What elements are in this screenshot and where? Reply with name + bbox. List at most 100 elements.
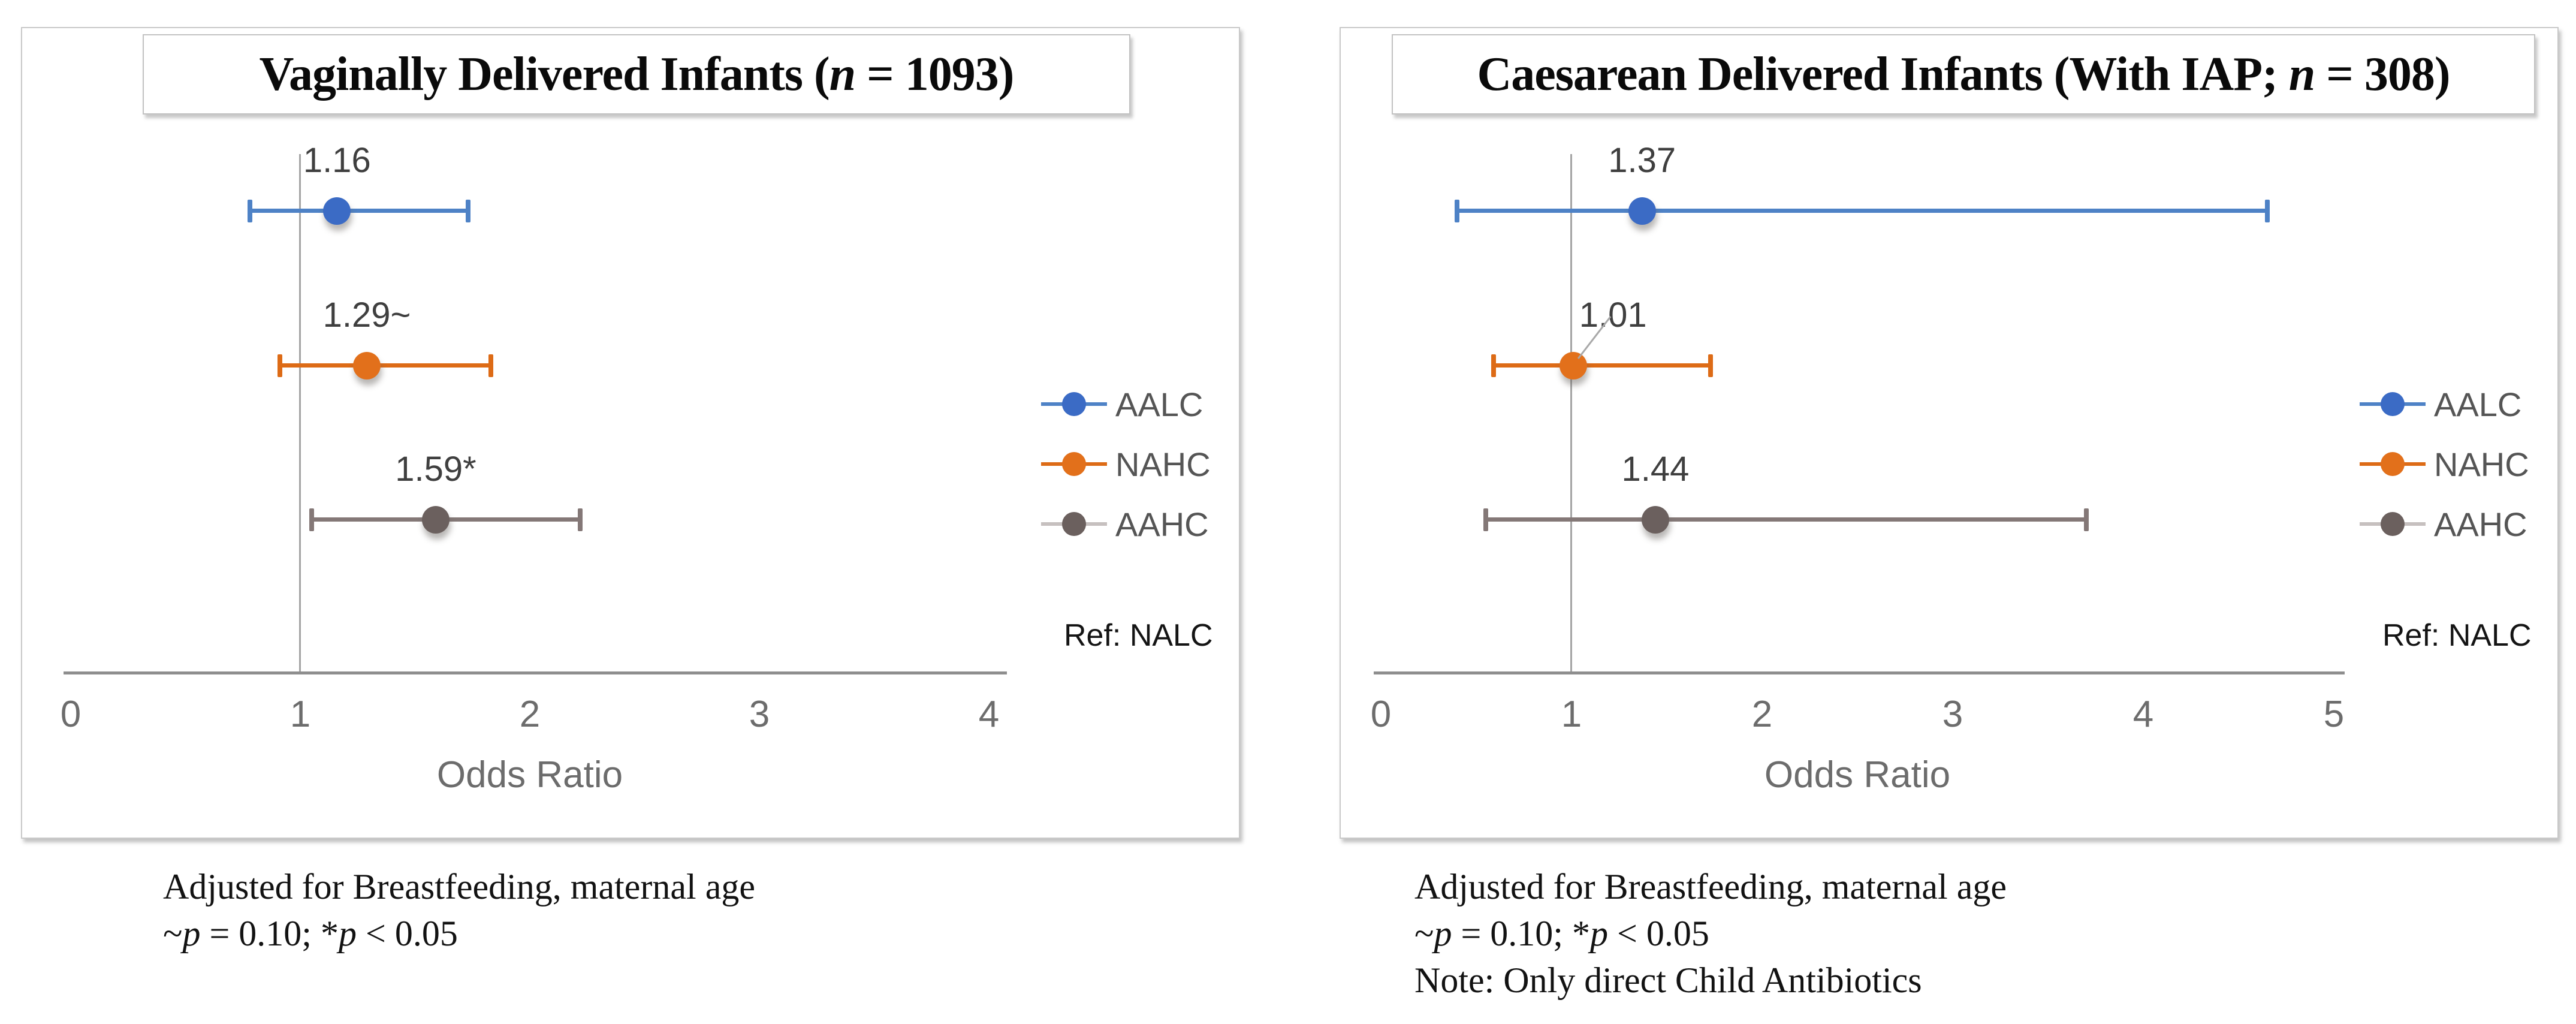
legend: AALC NAHC AAHC: [2360, 383, 2557, 563]
legend-item-NAHC: NAHC: [1041, 443, 1239, 485]
legend-label: AALC: [1115, 385, 1203, 423]
ci-cap-high-NAHC: [1708, 354, 1714, 377]
legend-dot-swatch: [1062, 452, 1086, 476]
ci-cap-high-NAHC: [488, 354, 493, 377]
legend-dot-swatch: [2381, 512, 2405, 536]
data-point-label-AAHC: 1.59*: [395, 450, 476, 489]
text-segment: ~: [163, 914, 183, 953]
legend-dot-swatch: [2381, 452, 2405, 476]
data-point-marker-AAHC: [421, 506, 450, 534]
footnote-caesarean: Adjusted for Breastfeeding, maternal age…: [1414, 863, 2007, 1004]
data-point-marker-AALC: [323, 197, 351, 225]
text-segment: Vaginally Delivered Infants (: [259, 47, 830, 101]
ci-cap-high-AAHC: [2083, 508, 2089, 531]
ci-cap-high-AAHC: [578, 508, 583, 531]
legend-item-AAHC: AAHC: [1041, 503, 1239, 545]
footnote-line: ~p = 0.10; *p < 0.05: [1414, 910, 2007, 957]
x-tick-label: 4: [978, 694, 1000, 735]
x-tick-label: 0: [60, 694, 82, 735]
reference-note: Ref: NALC: [2382, 618, 2532, 653]
legend-item-NAHC: NAHC: [2360, 443, 2557, 485]
ci-cap-low-AALC: [1455, 200, 1460, 222]
legend-marker-icon: [1041, 383, 1107, 425]
ci-error-bar-NAHC: [279, 363, 491, 368]
legend-item-AALC: AALC: [2360, 383, 2557, 425]
ci-error-bar-NAHC: [1493, 363, 1711, 368]
legend-label: AAHC: [1115, 505, 1209, 543]
footnote-vaginal: Adjusted for Breastfeeding, maternal age…: [163, 863, 755, 957]
reference-note: Ref: NALC: [1064, 618, 1213, 653]
data-point-marker-NAHC: [353, 352, 381, 380]
ci-error-bar-AAHC: [1485, 517, 2086, 522]
legend-marker-icon: [1041, 503, 1107, 545]
text-segment: Caesarean Delivered Infants (With IAP;: [1477, 47, 2289, 101]
chart-title: Vaginally Delivered Infants (n = 1093): [259, 47, 1015, 102]
legend-item-AALC: AALC: [1041, 383, 1239, 425]
italic-text-segment: p: [1589, 914, 1608, 953]
ci-cap-low-AAHC: [309, 508, 315, 531]
data-point-label-NAHC: 1.29~: [322, 296, 411, 335]
reference-line-x1: [1570, 154, 1572, 671]
x-axis-line: [1374, 671, 2345, 674]
x-tick-label: 1: [1561, 694, 1582, 735]
ci-cap-low-NAHC: [1491, 354, 1496, 377]
legend-label: NAHC: [2434, 445, 2529, 483]
legend: AALC NAHC AAHC: [1041, 383, 1239, 563]
chart-title-box: Vaginally Delivered Infants (n = 1093): [143, 34, 1130, 115]
text-segment: Note: Only direct Child Antibiotics: [1414, 960, 1922, 1000]
ci-error-bar-AALC: [1457, 209, 2267, 213]
legend-label: NAHC: [1115, 445, 1211, 483]
footnote-line: Adjusted for Breastfeeding, maternal age: [1414, 863, 2007, 910]
forest-plot-panel-caesarean: Caesarean Delivered Infants (With IAP; n…: [1340, 27, 2559, 839]
footnote-line: Adjusted for Breastfeeding, maternal age: [163, 863, 755, 910]
chart-title-box: Caesarean Delivered Infants (With IAP; n…: [1392, 34, 2535, 115]
legend-item-AAHC: AAHC: [2360, 503, 2557, 545]
text-segment: = 0.10; *: [1452, 914, 1590, 953]
ci-cap-high-AALC: [2264, 200, 2270, 222]
legend-label: AAHC: [2434, 505, 2527, 543]
italic-text-segment: n: [2288, 47, 2315, 101]
footnote-line: Note: Only direct Child Antibiotics: [1414, 957, 2007, 1004]
legend-dot-swatch: [1062, 512, 1086, 536]
italic-text-segment: p: [338, 914, 357, 953]
italic-text-segment: p: [182, 914, 201, 953]
text-segment: ~: [1414, 914, 1434, 953]
x-tick-label: 3: [1942, 694, 1963, 735]
x-axis-title: Odds Ratio: [436, 754, 623, 796]
x-axis-line: [64, 671, 1007, 674]
data-point-marker-AALC: [1628, 197, 1656, 225]
text-segment: = 0.10; *: [200, 914, 339, 953]
text-segment: < 0.05: [1607, 914, 1709, 953]
legend-dot-swatch: [2381, 392, 2405, 416]
x-tick-label: 2: [1751, 694, 1773, 735]
chart-title: Caesarean Delivered Infants (With IAP; n…: [1477, 47, 2450, 102]
ci-cap-low-NAHC: [277, 354, 282, 377]
data-point-label-AAHC: 1.44: [1621, 450, 1690, 489]
plot-area: 0 1 2 3 4 5 1.37 1.01 1.44: [1341, 28, 2557, 838]
legend-dot-swatch: [1062, 392, 1086, 416]
legend-marker-icon: [2360, 383, 2426, 425]
forest-plot-panel-vaginal: Vaginally Delivered Infants (n = 1093) 0…: [21, 27, 1240, 839]
ci-error-bar-AALC: [249, 209, 468, 213]
text-segment: < 0.05: [356, 914, 458, 953]
text-segment: = 308): [2315, 47, 2450, 101]
italic-text-segment: n: [829, 47, 856, 101]
legend-marker-icon: [2360, 503, 2426, 545]
legend-label: AALC: [2434, 385, 2522, 423]
legend-marker-icon: [2360, 443, 2426, 485]
plot-area: 0 1 2 3 4 1.16 1.29~ 1.59*: [22, 28, 1239, 838]
reference-line-x1: [299, 154, 301, 671]
x-tick-label: 2: [519, 694, 541, 735]
data-point-label-AALC: 1.37: [1608, 141, 1676, 180]
data-point-marker-NAHC: [1560, 352, 1588, 380]
x-axis-title: Odds Ratio: [1764, 754, 1951, 796]
x-tick-label: 3: [749, 694, 770, 735]
data-point-label-AALC: 1.16: [303, 141, 371, 180]
text-segment: Adjusted for Breastfeeding, maternal age: [1414, 867, 2007, 906]
legend-marker-icon: [1041, 443, 1107, 485]
text-segment: Adjusted for Breastfeeding, maternal age: [163, 867, 755, 906]
data-point-marker-AAHC: [1641, 506, 1669, 534]
text-segment: = 1093): [855, 47, 1014, 101]
data-point-label-NAHC: 1.01: [1579, 296, 1647, 335]
ci-cap-high-AALC: [465, 200, 470, 222]
